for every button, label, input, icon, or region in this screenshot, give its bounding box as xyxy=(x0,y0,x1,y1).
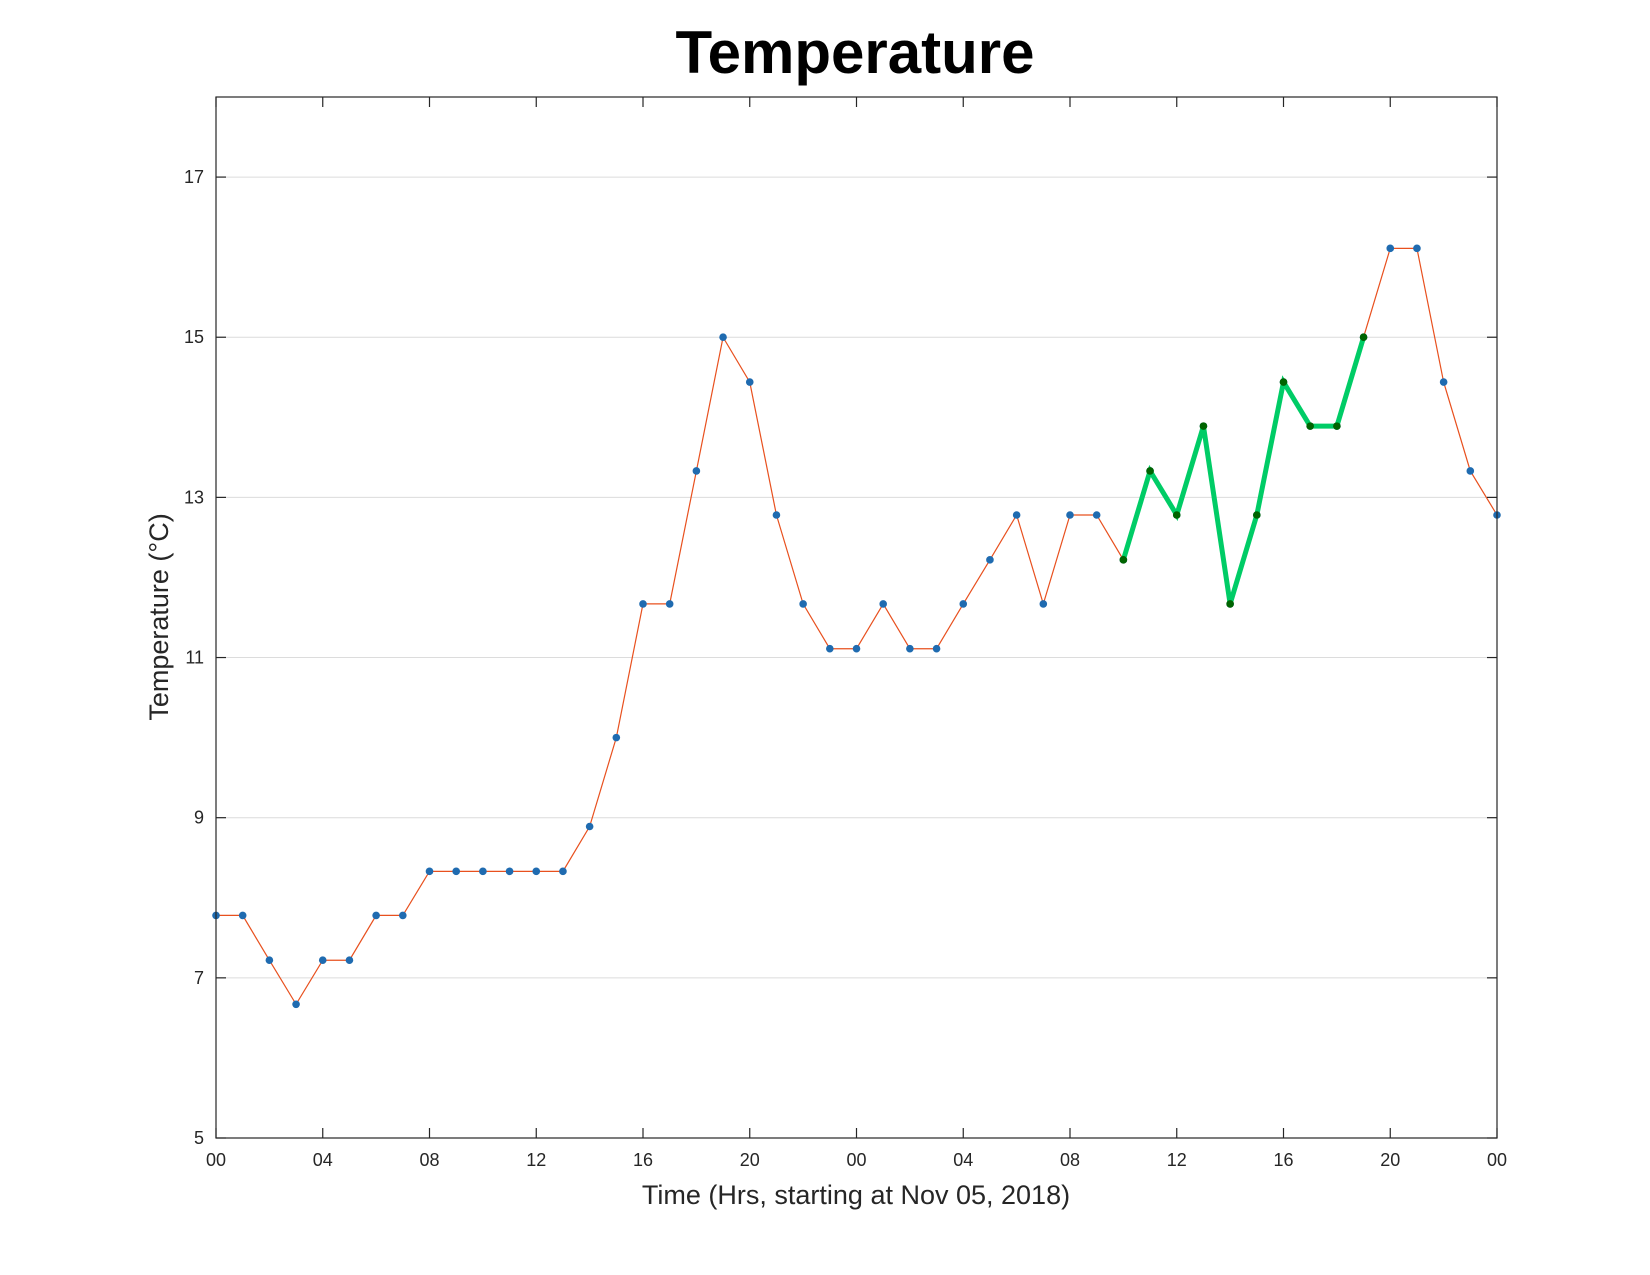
data-point xyxy=(479,867,487,876)
highlighted-data-point xyxy=(1199,422,1208,430)
data-point xyxy=(452,867,460,876)
chart-title: Temperature xyxy=(675,19,1034,86)
x-tick-label: 12 xyxy=(526,1150,546,1170)
highlighted-data-point xyxy=(1119,556,1128,564)
y-tick-label: 7 xyxy=(194,968,204,988)
data-point xyxy=(1439,378,1448,386)
data-point xyxy=(879,600,887,608)
data-point xyxy=(772,511,781,519)
axes-box xyxy=(215,96,1498,1139)
highlighted-data-point xyxy=(1333,422,1341,430)
data-point xyxy=(826,644,834,653)
highlighted-data-point xyxy=(1306,422,1314,430)
data-point xyxy=(292,1000,300,1009)
data-point xyxy=(852,644,861,653)
data-point xyxy=(719,333,727,342)
temperature-series-line xyxy=(216,247,1498,1006)
data-point xyxy=(399,911,407,920)
x-tick-label: 16 xyxy=(633,1150,653,1170)
data-point xyxy=(1039,600,1048,608)
x-tick-label: 20 xyxy=(1380,1150,1400,1170)
x-tick-label: 04 xyxy=(953,1150,973,1170)
grid-lines xyxy=(216,176,1497,979)
data-point xyxy=(1413,244,1421,253)
highlighted-markers xyxy=(1119,333,1368,608)
x-tick-label: 08 xyxy=(419,1150,439,1170)
y-tick-labels: 5 7 9 11 13 15 17 xyxy=(184,167,204,1148)
x-tick-label: 00 xyxy=(846,1150,866,1170)
y-tick-label: 9 xyxy=(194,808,204,828)
data-point xyxy=(612,733,621,742)
highlighted-data-point xyxy=(1359,333,1368,342)
x-tick-label: 20 xyxy=(740,1150,760,1170)
y-tick-label: 11 xyxy=(185,648,204,668)
data-point xyxy=(692,467,701,475)
data-point xyxy=(345,956,354,965)
data-point xyxy=(665,600,674,608)
data-point xyxy=(1012,511,1021,519)
highlighted-data-point xyxy=(1253,511,1261,519)
highlighted-data-point xyxy=(1146,467,1154,475)
x-tick-label: 04 xyxy=(313,1150,333,1170)
data-point xyxy=(1066,511,1074,519)
data-point xyxy=(1092,511,1101,519)
data-point xyxy=(1386,244,1395,253)
data-point xyxy=(799,600,807,608)
series-layer xyxy=(212,244,1501,1009)
highlighted-data-point xyxy=(1226,600,1234,608)
highlighted-series-line xyxy=(1120,336,1366,605)
x-tick-label: 00 xyxy=(1487,1150,1507,1170)
data-point xyxy=(532,867,541,876)
y-tick-label: 5 xyxy=(194,1128,204,1148)
x-axis-label: Time (Hrs, starting at Nov 05, 2018) xyxy=(642,1180,1070,1210)
data-point xyxy=(1466,467,1475,475)
highlighted-data-point xyxy=(1279,378,1288,386)
data-point xyxy=(986,556,994,564)
data-point xyxy=(932,644,941,653)
data-point xyxy=(585,822,594,831)
highlighted-data-point xyxy=(1172,511,1181,519)
x-tick-labels: 00 04 08 12 16 20 00 04 08 12 16 20 00 xyxy=(206,1150,1507,1170)
data-point xyxy=(505,867,514,876)
data-point xyxy=(425,867,434,876)
data-point xyxy=(959,600,968,608)
data-point xyxy=(906,644,914,653)
y-tick-label: 15 xyxy=(184,327,204,347)
data-point xyxy=(639,600,647,608)
x-tick-label: 16 xyxy=(1273,1150,1293,1170)
x-tick-label: 00 xyxy=(206,1150,226,1170)
data-point xyxy=(559,867,567,876)
data-point xyxy=(372,911,380,920)
x-tick-label: 08 xyxy=(1060,1150,1080,1170)
y-tick-label: 13 xyxy=(184,487,204,507)
data-point xyxy=(745,378,754,386)
x-tick-label: 12 xyxy=(1167,1150,1187,1170)
y-tick-label: 17 xyxy=(184,167,204,187)
y-axis-label: Temperature (°C) xyxy=(144,513,174,720)
data-point xyxy=(238,911,247,920)
temperature-markers xyxy=(212,244,1501,1009)
data-point xyxy=(318,956,327,965)
data-point xyxy=(265,956,274,965)
tick-marks xyxy=(215,97,1498,1139)
